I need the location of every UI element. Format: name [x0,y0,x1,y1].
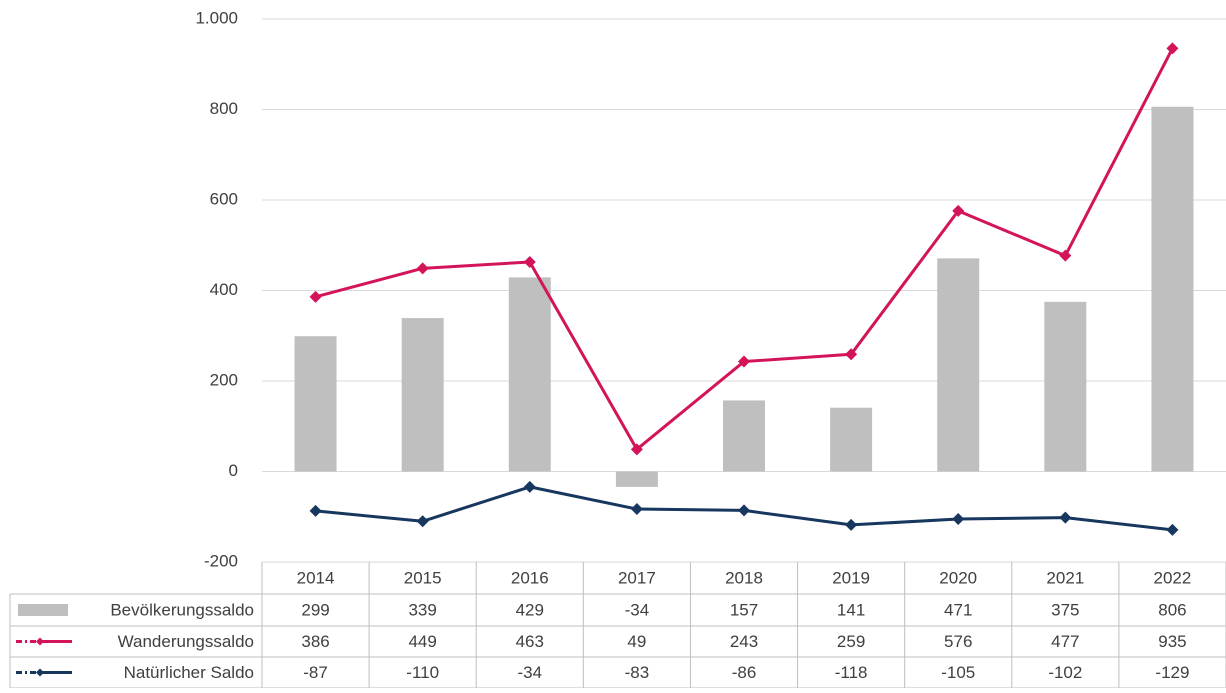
x-tick-label: 2020 [939,568,977,587]
bar [723,400,765,472]
legend-label: Bevölkerungssaldo [110,600,254,619]
table-value: -87 [303,663,328,682]
legend-key [36,637,44,646]
marker [630,443,643,456]
marker [1059,249,1072,262]
table-value: -118 [835,663,868,682]
x-tick-label: 2017 [618,568,656,587]
y-tick-label: 400 [210,280,238,299]
marker [738,355,750,368]
table-value: 449 [408,632,436,651]
line [315,47,1174,451]
table-value: -105 [941,663,975,682]
table-value: -83 [625,663,650,682]
marker [523,480,536,493]
marker [738,504,750,517]
table-value: 806 [1158,600,1186,619]
legend-label: Wanderungssaldo [118,632,254,651]
legend-key [36,668,44,677]
y-tick-label: 600 [210,189,238,208]
table-value: -102 [1048,663,1082,682]
marker [416,515,429,528]
table-value: 471 [944,600,972,619]
table-value: 935 [1158,632,1186,651]
table-value: 243 [730,632,758,651]
marker [309,504,322,517]
table-value: 375 [1051,600,1079,619]
table-value: -86 [732,663,757,682]
marker [1166,523,1179,536]
marker [630,503,643,516]
table-value: 386 [301,632,329,651]
bar [294,336,337,472]
x-tick-label: 2018 [725,568,763,587]
bar [508,277,551,472]
table-value: 299 [301,600,329,619]
y-tick-label: 0 [229,461,238,480]
marker [309,290,322,303]
marker [952,204,965,217]
x-tick-label: 2021 [1046,568,1084,587]
y-tick-label: 1.000 [195,8,238,27]
table-value: 339 [408,600,436,619]
marker [1059,511,1072,524]
table-value: 477 [1051,632,1079,651]
table-value: 259 [837,632,865,651]
marker [416,262,429,275]
table-value: 429 [516,600,544,619]
table-value: -34 [625,600,650,619]
table-value: -110 [406,663,439,682]
y-tick-label: -200 [204,551,238,570]
table-value: 49 [627,632,646,651]
y-tick-label: 200 [210,370,238,389]
bar [937,258,980,472]
bar [1151,106,1194,472]
bar [830,407,873,472]
x-tick-label: 2016 [511,568,549,587]
table-value: -34 [517,663,542,682]
bar [1044,301,1087,472]
table-value: 157 [730,600,758,619]
legend-label: Natürlicher Saldo [124,663,254,682]
bar [401,318,444,472]
x-tick-label: 2022 [1154,568,1192,587]
marker [523,255,536,268]
table-value: 463 [516,632,544,651]
table-value: -129 [1155,663,1189,682]
x-tick-label: 2014 [297,568,335,587]
y-tick-label: 800 [210,99,238,118]
marker [845,518,858,531]
x-tick-label: 2015 [404,568,442,587]
marker [952,513,965,526]
marker [845,348,858,361]
table-value: 141 [837,600,865,619]
table-value: 576 [944,632,972,651]
legend-key [18,604,68,616]
x-tick-label: 2019 [832,568,870,587]
marker [1166,42,1179,55]
bar [615,471,658,487]
